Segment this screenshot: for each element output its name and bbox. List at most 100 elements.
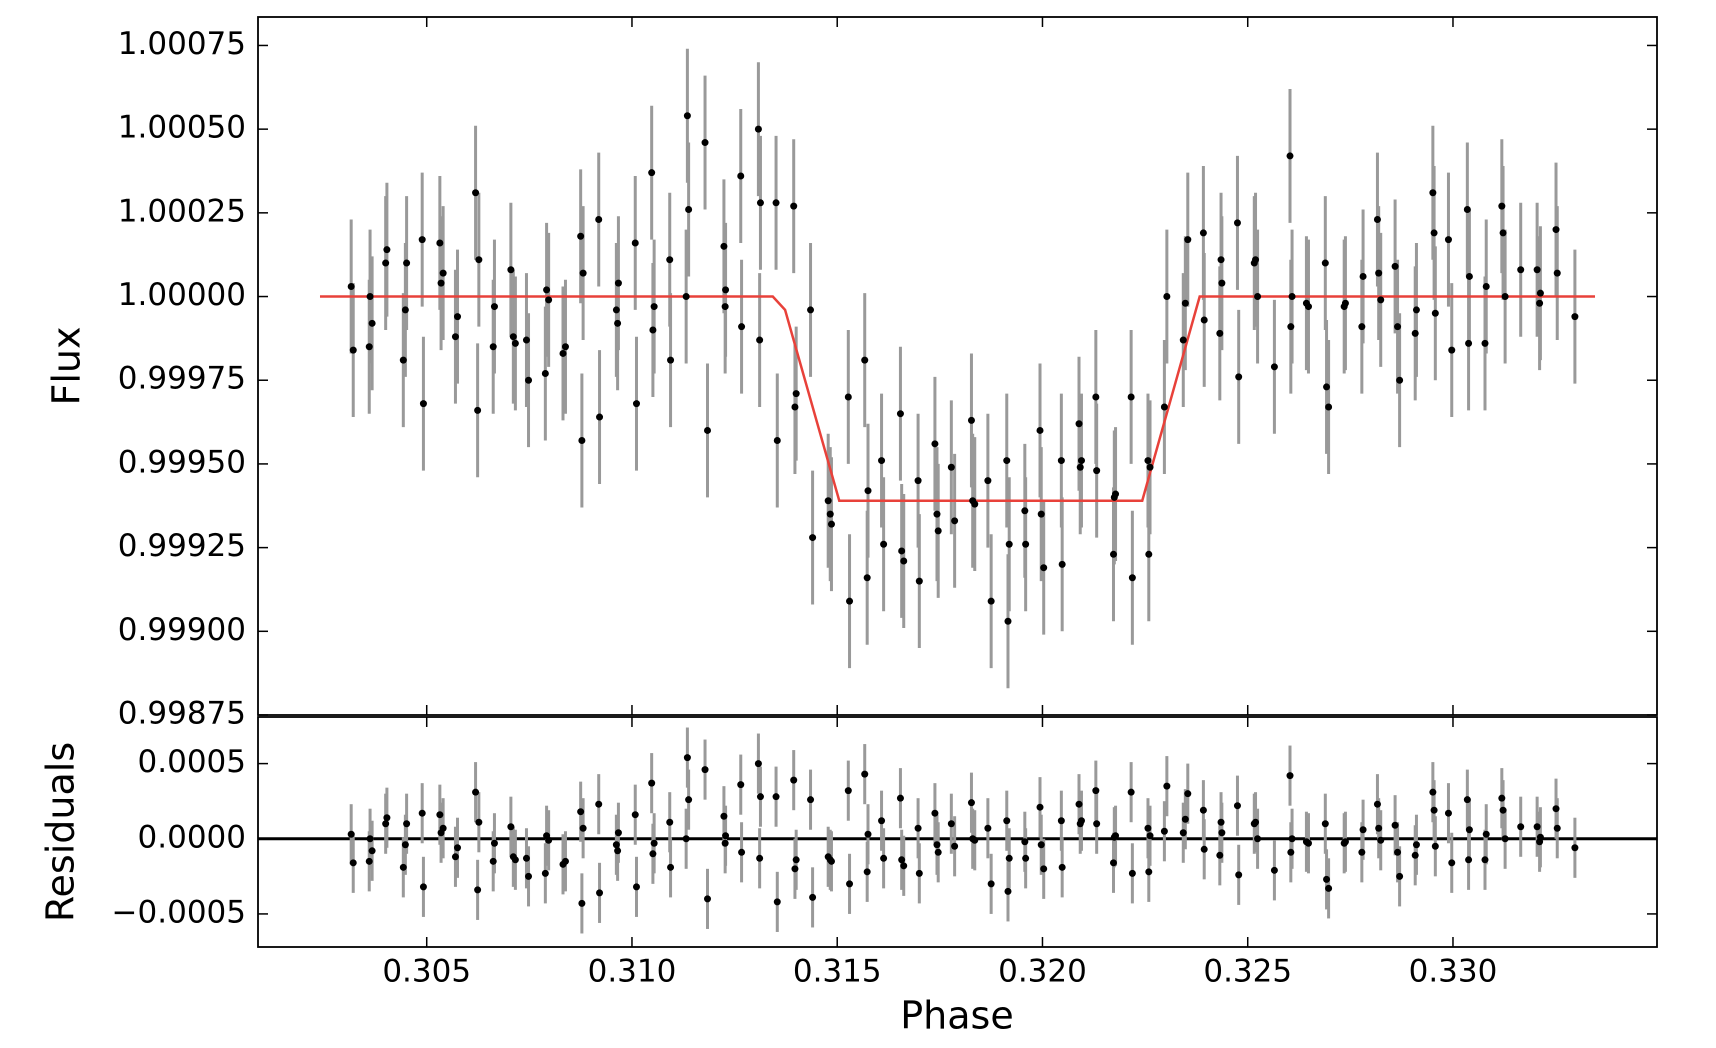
- data-point: [1444, 809, 1452, 817]
- data-point: [667, 356, 675, 364]
- data-point: [792, 856, 800, 864]
- data-point: [951, 517, 959, 525]
- data-point: [1005, 854, 1013, 862]
- data-point: [1286, 772, 1294, 780]
- data-point: [947, 820, 955, 828]
- data-point: [667, 863, 675, 871]
- data-point: [1003, 817, 1011, 825]
- data-point: [1270, 866, 1278, 874]
- x-tick-label: 0.330: [1409, 954, 1498, 990]
- data-point: [863, 574, 871, 582]
- data-point: [490, 839, 498, 847]
- data-point: [1216, 329, 1224, 337]
- data-point: [704, 426, 712, 434]
- data-point: [1287, 848, 1295, 856]
- data-point: [1057, 817, 1065, 825]
- data-point: [898, 856, 906, 864]
- data-point: [1252, 818, 1260, 826]
- data-point: [701, 139, 709, 147]
- data-point: [595, 216, 603, 224]
- data-point: [631, 811, 639, 819]
- data-point: [1254, 293, 1262, 301]
- data-point: [1218, 279, 1226, 287]
- data-point: [1517, 823, 1525, 831]
- y-tick-label: −0.0005: [112, 894, 246, 930]
- data-point: [1501, 835, 1509, 843]
- data-point: [1233, 802, 1241, 810]
- data-point: [612, 841, 620, 849]
- data-point: [1463, 205, 1471, 213]
- data-point: [1288, 293, 1296, 301]
- data-point: [1112, 490, 1120, 498]
- data-point: [545, 836, 553, 844]
- data-point: [1288, 835, 1296, 843]
- data-point: [914, 477, 922, 485]
- data-point: [915, 577, 923, 585]
- data-point: [900, 557, 908, 565]
- data-point: [347, 830, 355, 838]
- data-point: [454, 844, 462, 852]
- data-point: [522, 854, 530, 862]
- y-tick-label: 1.00050: [118, 110, 246, 146]
- data-point: [561, 857, 569, 865]
- data-point: [1358, 323, 1366, 331]
- data-point: [951, 842, 959, 850]
- y-tick-label: 0.99975: [118, 361, 246, 397]
- data-point: [1218, 829, 1226, 837]
- data-point: [1093, 467, 1101, 475]
- x-tick-label: 0.310: [588, 954, 677, 990]
- data-point: [967, 799, 975, 807]
- data-point: [1482, 282, 1490, 290]
- data-point: [971, 500, 979, 508]
- data-point: [1128, 574, 1136, 582]
- x-tick-label: 0.315: [793, 954, 882, 990]
- data-point: [648, 169, 656, 177]
- data-point: [1536, 299, 1544, 307]
- data-point: [1448, 346, 1456, 354]
- data-point: [1200, 316, 1208, 324]
- data-point: [1571, 313, 1579, 321]
- data-point: [649, 850, 657, 858]
- data-point: [489, 857, 497, 865]
- data-point: [683, 112, 691, 120]
- data-point: [931, 809, 939, 817]
- data-point: [1481, 339, 1489, 347]
- axes-frame: [257, 716, 1658, 948]
- data-point: [701, 766, 709, 774]
- data-point: [403, 259, 411, 267]
- data-point: [1377, 296, 1385, 304]
- data-point: [403, 820, 411, 828]
- data-point: [366, 293, 374, 301]
- data-point: [451, 333, 459, 341]
- y-tick-label: 1.00025: [118, 193, 246, 229]
- data-point: [1325, 884, 1333, 892]
- data-point: [525, 872, 533, 880]
- data-point: [1179, 829, 1187, 837]
- data-point: [1004, 617, 1012, 625]
- data-point: [666, 818, 674, 826]
- data-point: [1199, 806, 1207, 814]
- data-point: [1536, 289, 1544, 297]
- data-point: [578, 899, 586, 907]
- data-point: [1571, 844, 1579, 852]
- data-point: [1005, 540, 1013, 548]
- data-point: [1391, 262, 1399, 270]
- data-point: [844, 393, 852, 401]
- data-point: [383, 814, 391, 822]
- data-point: [773, 898, 781, 906]
- data-point: [1465, 826, 1473, 834]
- x-tick-label: 0.305: [382, 954, 471, 990]
- data-point: [1552, 805, 1560, 813]
- data-point: [826, 856, 834, 864]
- data-point: [1431, 309, 1439, 317]
- data-point: [1058, 863, 1066, 871]
- data-point: [1499, 229, 1507, 237]
- data-point: [1036, 803, 1044, 811]
- data-point: [720, 242, 728, 250]
- data-point: [1465, 339, 1473, 347]
- data-point: [347, 282, 355, 290]
- data-point: [878, 817, 886, 825]
- data-point: [685, 205, 693, 213]
